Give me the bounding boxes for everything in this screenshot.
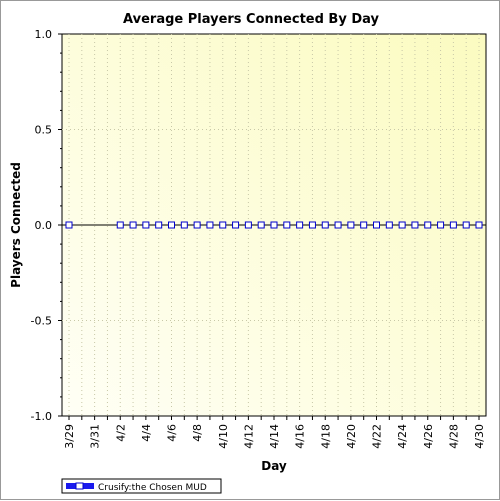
data-point — [65, 221, 73, 229]
x-tick-label: 4/16 — [294, 424, 307, 449]
x-tick-label: 3/31 — [89, 424, 102, 449]
y-tick-label: 0.0 — [35, 219, 53, 232]
data-point — [244, 221, 252, 229]
x-tick-label: 4/26 — [422, 424, 435, 449]
x-tick-label: 4/14 — [268, 424, 281, 449]
data-point — [180, 221, 188, 229]
data-point — [116, 221, 124, 229]
x-tick-label: 4/18 — [319, 424, 332, 449]
data-point — [232, 221, 240, 229]
data-point — [462, 221, 470, 229]
series-layer — [62, 221, 486, 229]
data-point — [270, 221, 278, 229]
data-point — [219, 221, 227, 229]
data-point — [321, 221, 329, 229]
data-point — [385, 221, 393, 229]
data-point — [193, 221, 201, 229]
legend-label: Crusify:the Chosen MUD — [98, 483, 207, 493]
y-tick-label: -0.5 — [31, 315, 52, 328]
x-tick-label: 4/2 — [114, 424, 127, 442]
y-axis-label: Players Connected — [9, 162, 23, 288]
y-tick-label: 0.5 — [35, 124, 53, 137]
y-tick-label: -1.0 — [31, 410, 52, 423]
data-point — [373, 221, 380, 229]
data-point — [206, 221, 214, 229]
x-tick-label: 4/10 — [217, 424, 230, 449]
data-point — [129, 221, 137, 229]
data-point — [398, 221, 406, 229]
data-point — [283, 221, 291, 229]
x-tick-label: 4/4 — [140, 424, 153, 442]
data-point — [168, 221, 175, 229]
axes: -1.0 -0.5 0.0 0.5 1.0 3/29 3/31 4/2 4/4 4/6 4/8 4/1… — [31, 28, 486, 449]
x-tick-label: 4/28 — [447, 424, 460, 449]
data-point — [424, 221, 432, 229]
x-tick-label: 4/30 — [473, 424, 486, 449]
data-point — [449, 221, 457, 229]
x-tick-label: 4/12 — [242, 424, 255, 449]
data-point — [257, 221, 265, 229]
data-point — [347, 221, 355, 229]
data-point — [411, 221, 419, 229]
legend: Crusify:the Chosen MUD — [61, 478, 222, 494]
x-tick-label: 4/6 — [166, 424, 179, 442]
x-tick-label: 4/22 — [371, 424, 384, 449]
x-tick-label: 3/29 — [63, 424, 76, 449]
x-axis-label: Day — [261, 459, 287, 473]
data-point — [360, 221, 368, 229]
data-point — [142, 221, 150, 229]
data-point — [334, 221, 342, 229]
data-point — [475, 221, 483, 229]
y-tick-label: 1.0 — [35, 28, 53, 41]
x-tick-label: 4/20 — [345, 424, 358, 449]
x-tick-label: 4/8 — [191, 424, 204, 442]
x-tick-label: 4/24 — [396, 424, 409, 449]
legend-marker — [75, 482, 84, 490]
chart-title: Average Players Connected By Day — [123, 12, 379, 27]
data-point — [308, 221, 316, 229]
data-point — [155, 221, 163, 229]
data-point — [296, 221, 304, 229]
legend-box — [61, 478, 222, 494]
data-point — [437, 221, 445, 229]
